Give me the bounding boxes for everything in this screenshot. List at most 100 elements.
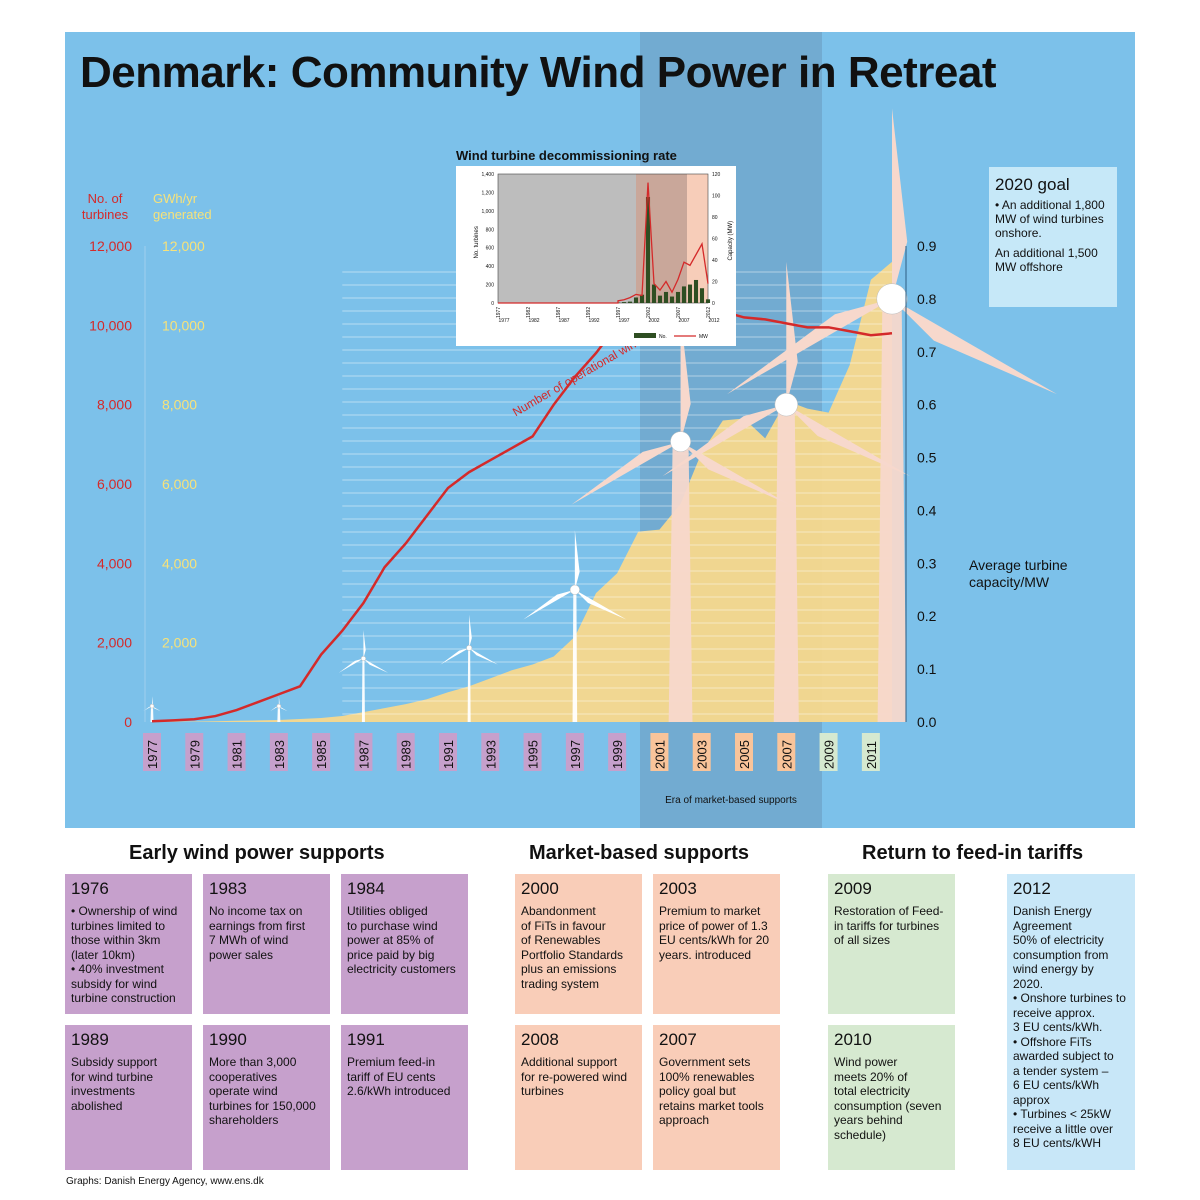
box-text: Premium to market price of power of 1.3 … bbox=[659, 904, 770, 962]
section-return: Return to feed-in tariffs bbox=[862, 842, 1084, 864]
inset-ylabel: No. turbines bbox=[474, 226, 480, 258]
inset-bar bbox=[663, 291, 669, 303]
x-tick-bg bbox=[565, 733, 584, 771]
turbine-blade bbox=[571, 441, 681, 505]
y-left-title-1b: turbines bbox=[82, 207, 129, 222]
turbine-tower bbox=[467, 647, 471, 722]
inset-x-tick-lower: 1987 bbox=[558, 318, 569, 324]
inset-y2-tick: 0 bbox=[712, 301, 715, 307]
x-tick: 1995 bbox=[526, 740, 541, 769]
x-tick: 2011 bbox=[864, 741, 879, 769]
x-tick-bg bbox=[481, 733, 500, 771]
inset-bar bbox=[645, 197, 651, 303]
y-right-tick: 0.5 bbox=[917, 450, 937, 466]
inset-x-tick-lower: 1997 bbox=[618, 318, 629, 324]
y-left-tick: 0 bbox=[124, 714, 132, 730]
box-text: Restoration of Feed- in tariffs for turb… bbox=[834, 904, 944, 947]
inset-x-tick-upper: 1992 bbox=[586, 307, 592, 318]
inset-peach-band bbox=[687, 174, 708, 303]
goal-onshore: • An additional 1,800 MW of wind turbine… bbox=[995, 198, 1105, 240]
source-note: Graphs: Danish Energy Agency, www.ens.dk bbox=[66, 1176, 264, 1187]
inset-x-tick-upper: 1987 bbox=[556, 307, 562, 318]
section-market: Market-based supports bbox=[529, 842, 750, 864]
x-tick-bg bbox=[777, 733, 796, 771]
x-tick-bg bbox=[735, 733, 753, 771]
y-left-tick: 8,000 bbox=[97, 397, 132, 413]
inset-bar bbox=[699, 288, 705, 303]
inset-y-tick: 1,000 bbox=[481, 209, 494, 215]
inset-y-tick: 800 bbox=[486, 227, 495, 233]
x-tick: 1985 bbox=[314, 740, 329, 769]
turbine-blade bbox=[727, 298, 892, 395]
turbine-blade bbox=[338, 658, 364, 673]
inset-chart-box: 0 200 400 600 800 1,000 1,200 1,400 0 20 40 60 80 100… bbox=[456, 166, 736, 346]
x-tick: 1997 bbox=[568, 740, 583, 769]
policy-box-2012: 2012 Danish Energy Agreement 50% of elec… bbox=[1007, 874, 1135, 1170]
policy-box-1984: 1984 Utilities obliged to purchase wind … bbox=[341, 874, 468, 1014]
inset-x-tick-upper: 2012 bbox=[706, 307, 712, 318]
turbine-blade bbox=[143, 706, 152, 712]
inset-grey-band bbox=[498, 174, 636, 303]
y-left2-tick: 8,000 bbox=[162, 397, 197, 413]
policy-box-2003: 2003 Premium to market price of power of… bbox=[653, 874, 780, 1014]
box-year: 1976 bbox=[71, 879, 109, 898]
goal-box: 2020 goal • An additional 1,800 MW of wi… bbox=[989, 167, 1117, 307]
inset-bar bbox=[669, 296, 675, 303]
turbine-hub bbox=[670, 431, 691, 453]
y-right-tick: 0.6 bbox=[917, 397, 937, 413]
x-tick-bg bbox=[185, 733, 204, 771]
policy-box-1976: 1976 • Ownership of wind turbines limite… bbox=[65, 874, 192, 1014]
box-text: No income tax on earnings from first 7 M… bbox=[209, 904, 306, 962]
turbine-tower bbox=[277, 706, 281, 722]
inset-y2-tick: 80 bbox=[712, 215, 718, 221]
inset-bar bbox=[675, 291, 681, 303]
policy-box-2008: 2008 Additional support for re-powered w… bbox=[515, 1025, 642, 1170]
turbine-blade bbox=[152, 706, 161, 712]
turbine-blade bbox=[662, 404, 787, 477]
box-text: Premium feed-in tariff of EU cents 2.6/k… bbox=[347, 1055, 451, 1098]
box-year: 1990 bbox=[209, 1030, 247, 1049]
turbine-blade bbox=[892, 298, 1057, 395]
goal-title: 2020 goal bbox=[995, 175, 1070, 194]
inset-x-tick-lower: 1977 bbox=[498, 318, 509, 324]
y-right-tick: 0.0 bbox=[917, 714, 937, 730]
y-left2-tick: 12,000 bbox=[162, 238, 205, 254]
inset-bar bbox=[681, 286, 687, 303]
y-right-tick: 0.2 bbox=[917, 608, 937, 624]
turbine-blade bbox=[278, 706, 288, 712]
y-left2-tick: 10,000 bbox=[162, 317, 205, 333]
x-tick: 2003 bbox=[695, 740, 710, 769]
inset-y2-tick: 120 bbox=[712, 172, 721, 178]
inset-x-tick-lower: 2002 bbox=[648, 318, 659, 324]
inset-legend-bar-swatch bbox=[634, 333, 656, 338]
x-tick: 2001 bbox=[652, 740, 667, 769]
y-left-title-1a: No. of bbox=[88, 191, 123, 206]
x-tick: 1979 bbox=[187, 740, 202, 769]
inset-x-tick-upper: 1982 bbox=[526, 307, 532, 318]
policy-box-2010: 2010 Wind power meets 20% of total elect… bbox=[828, 1025, 955, 1170]
policy-box-1983: 1983 No income tax on earnings from firs… bbox=[203, 874, 330, 1014]
turbine-blade bbox=[469, 647, 498, 665]
x-tick-bg bbox=[312, 733, 331, 771]
turbine-hub bbox=[466, 645, 473, 651]
turbine-blade bbox=[523, 589, 575, 620]
inset-bar bbox=[651, 284, 657, 303]
y-right-tick: 0.7 bbox=[917, 344, 937, 360]
box-year: 1984 bbox=[347, 879, 385, 898]
x-tick-bg bbox=[227, 733, 246, 771]
y-right-tick: 0.9 bbox=[917, 238, 937, 254]
turbine-blade bbox=[786, 404, 910, 477]
page-title: Denmark: Community Wind Power in Retreat bbox=[80, 48, 996, 97]
turbine-hub bbox=[569, 584, 580, 595]
inset-bar bbox=[693, 279, 699, 303]
inset-y2-tick: 20 bbox=[712, 280, 718, 286]
policy-box-2007: 2007 Government sets 100% renewables pol… bbox=[653, 1025, 780, 1170]
x-tick: 1977 bbox=[145, 740, 160, 769]
box-year: 2012 bbox=[1013, 879, 1051, 898]
inset-y2-tick: 100 bbox=[712, 194, 721, 200]
x-tick-bg bbox=[439, 733, 457, 771]
inset-y-tick: 200 bbox=[486, 283, 495, 289]
x-tick: 1989 bbox=[399, 740, 414, 769]
box-text: Government sets 100% renewables policy g… bbox=[659, 1055, 764, 1127]
inset-mw-line bbox=[498, 182, 709, 304]
